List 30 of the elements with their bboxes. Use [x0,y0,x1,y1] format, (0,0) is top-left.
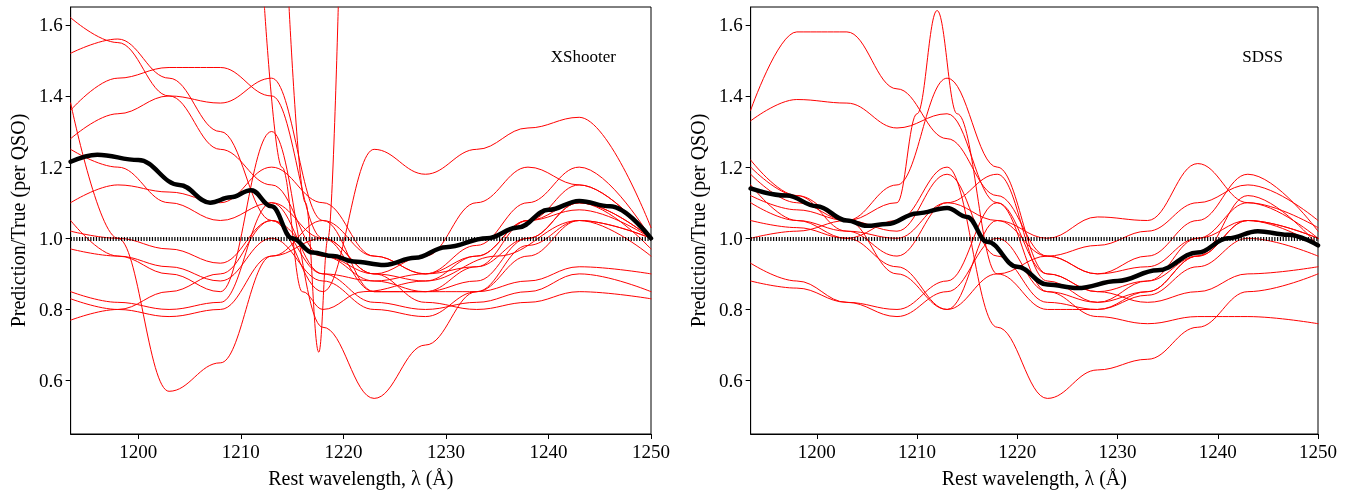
annotation: SDSS [1242,47,1283,66]
x-tick-label: 1220 [324,441,363,462]
y-tick-label: 1.2 [718,156,743,178]
y-tick-label: 0.6 [718,370,743,392]
x-axis-title: Rest wavelength, λ (Å) [941,467,1127,490]
x-tick-label: 1240 [529,441,568,462]
y-axis-title: Prediction/True (per QSO) [7,113,30,328]
y-tick-label: 1.4 [718,85,744,107]
y-tick-label: 0.8 [38,298,63,320]
y-tick-label: 1.6 [718,14,743,36]
y-tick-label: 1.0 [38,227,63,249]
x-tick-label: 1250 [632,441,670,462]
y-tick-label: 1.4 [38,85,64,107]
x-tick-label: 1210 [221,441,260,462]
y-tick-label: 0.6 [38,370,63,392]
x-tick-label: 1230 [426,441,465,462]
annotation: XShooter [550,47,617,66]
x-tick-label: 1210 [898,441,937,462]
y-tick-label: 1.0 [718,227,743,249]
y-axis-title: Prediction/True (per QSO) [687,113,710,328]
y-tick-label: 0.8 [718,298,743,320]
y-tick-label: 1.2 [38,156,63,178]
x-tick-label: 1220 [998,441,1037,462]
y-tick-label: 1.6 [38,14,63,36]
x-tick-label: 1240 [1198,441,1237,462]
x-tick-label: 1230 [1098,441,1137,462]
x-axis-title: Rest wavelength, λ (Å) [268,467,454,490]
x-tick-label: 1250 [1299,441,1337,462]
x-tick-label: 1200 [119,441,158,462]
x-tick-label: 1200 [797,441,836,462]
